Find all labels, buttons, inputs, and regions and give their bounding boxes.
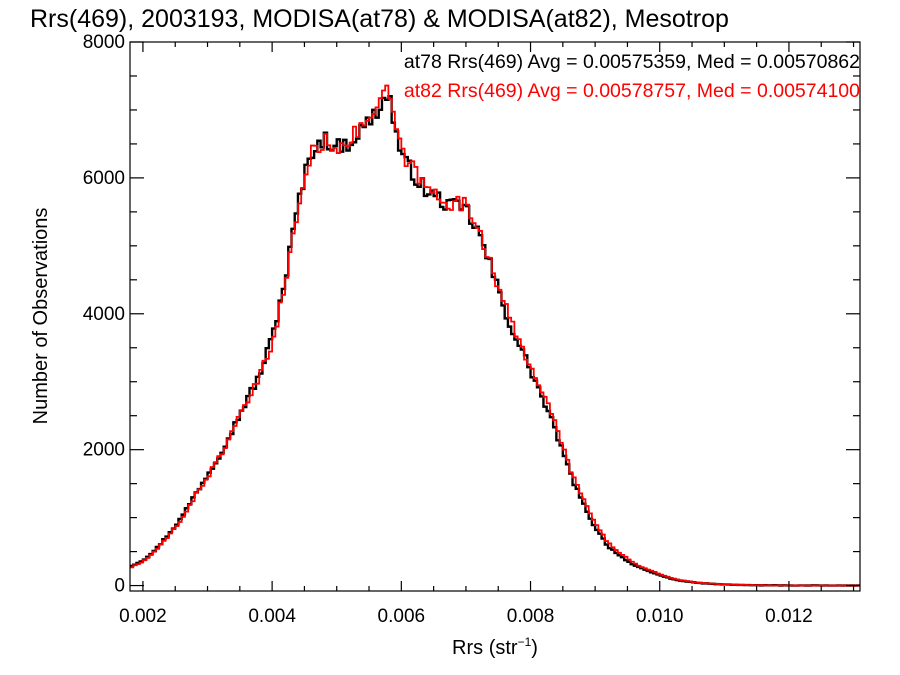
legend-at82: at82 Rrs(469) Avg = 0.00578757, Med = 0.… xyxy=(404,80,860,102)
series-layer xyxy=(130,84,860,587)
series-at82-line xyxy=(130,84,860,587)
y-tick-label: 4000 xyxy=(83,304,125,325)
legend-at78: at78 Rrs(469) Avg = 0.00575359, Med = 0.… xyxy=(404,51,860,73)
series-at78-line xyxy=(130,94,860,587)
x-tick-label: 0.012 xyxy=(765,606,813,627)
x-tick-label: 0.008 xyxy=(507,606,555,627)
y-tick-label: 8000 xyxy=(83,32,125,53)
plot-frame xyxy=(129,41,861,592)
y-tick-label: 6000 xyxy=(83,168,125,189)
x-axis-label: Rrs (str−1) xyxy=(452,635,538,659)
x-axis-label-close: ) xyxy=(531,637,538,659)
x-tick-label: 0.010 xyxy=(636,606,684,627)
ticks-layer: 0.002 0.004 0.006 0.008 0.010 0.012 0 2000 4000 6… xyxy=(83,32,860,627)
x-tick-label: 0.004 xyxy=(248,606,296,627)
x-axis-label-main: Rrs (str xyxy=(452,637,518,659)
chart-title: Rrs(469), 2003193, MODISA(at78) & MODISA… xyxy=(30,5,729,33)
x-tick-label: 0.002 xyxy=(119,606,167,627)
y-axis-label: Number of Observations xyxy=(30,208,52,425)
y-tick-label: 2000 xyxy=(83,440,125,461)
y-tick-label: 0 xyxy=(114,576,125,597)
x-tick-label: 0.006 xyxy=(378,606,426,627)
x-axis-label-exponent: −1 xyxy=(518,635,532,649)
